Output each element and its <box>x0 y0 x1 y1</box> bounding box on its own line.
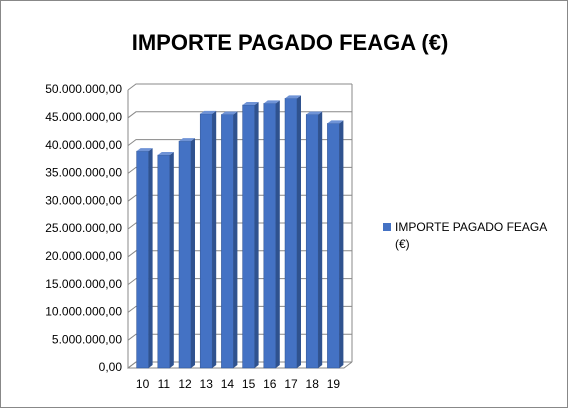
x-tick-label: 15 <box>242 377 256 391</box>
bar-top <box>200 110 217 114</box>
axis-wall <box>127 90 137 369</box>
bar-side <box>169 152 174 368</box>
bar-side <box>233 111 238 369</box>
bar-front <box>284 98 298 369</box>
y-tick-label: 30.000.000,00 <box>45 193 122 207</box>
bar-front <box>178 140 192 369</box>
bar <box>136 148 153 369</box>
bar-front <box>242 104 255 369</box>
y-tick-label: 35.000.000,00 <box>45 166 122 180</box>
bar-side <box>254 102 259 369</box>
bar-front <box>263 103 277 369</box>
y-tick-label: 45.000.000,00 <box>45 110 122 124</box>
bar-top <box>136 148 153 152</box>
bar-top <box>327 120 344 124</box>
grid-line <box>127 333 352 341</box>
x-tick-label: 11 <box>158 377 171 391</box>
bar-top <box>285 95 301 99</box>
bar <box>242 102 259 369</box>
grid-line <box>127 83 352 91</box>
bar-side <box>148 148 153 368</box>
bar <box>284 95 301 369</box>
grid-line <box>127 139 352 147</box>
grid-line <box>127 278 352 286</box>
bar <box>221 111 238 369</box>
bar-front <box>221 114 234 369</box>
y-tick-label: 10.000.000,00 <box>45 305 122 319</box>
grid-line <box>127 250 352 258</box>
y-tick-label: 5.000.000,00 <box>52 332 122 346</box>
bar <box>305 111 323 369</box>
bar-front <box>136 150 149 369</box>
y-tick-label: 40.000.000,00 <box>45 138 122 152</box>
legend-swatch <box>383 223 391 231</box>
bar-side <box>297 95 301 368</box>
x-tick-label: 17 <box>284 377 298 391</box>
grid-line <box>127 166 352 174</box>
grid-line <box>127 305 352 313</box>
bar <box>178 138 195 369</box>
y-tick-label: 0,00 <box>99 360 123 374</box>
bar <box>157 152 174 369</box>
bar-side <box>275 100 280 369</box>
bar-side <box>212 110 217 369</box>
x-tick-label: 12 <box>178 377 192 391</box>
x-tick-label: 19 <box>327 377 341 391</box>
bar-top <box>263 100 280 104</box>
bar-front <box>157 154 171 369</box>
y-tick-label: 50.000.000,00 <box>45 82 122 96</box>
bar-front <box>199 113 213 369</box>
bar-side <box>191 138 195 368</box>
bar-front <box>305 114 319 369</box>
x-tick-label: 10 <box>136 377 150 391</box>
legend-label: IMPORTE PAGADO FEAGA (€) <box>395 220 547 251</box>
grid-line <box>127 361 352 369</box>
chart-title: IMPORTE PAGADO FEAGA (€) <box>132 30 449 55</box>
bar-top <box>221 111 238 115</box>
x-tick-label: 16 <box>263 377 277 391</box>
bar <box>263 100 280 369</box>
bar-front <box>327 123 340 369</box>
bar-side <box>339 120 344 368</box>
grid-line <box>127 222 352 230</box>
bar <box>327 120 344 369</box>
bar-top <box>306 111 323 115</box>
x-tick-label: 13 <box>200 377 214 391</box>
x-tick-label: 18 <box>306 377 320 391</box>
grid-line <box>127 111 352 119</box>
x-tick-label: 14 <box>221 377 235 391</box>
bar <box>199 110 217 369</box>
y-tick-label: 15.000.000,00 <box>45 277 122 291</box>
y-tick-label: 20.000.000,00 <box>45 249 122 263</box>
bar-top <box>242 102 259 106</box>
grid-line <box>127 194 352 202</box>
bar-top <box>157 152 174 156</box>
bar-side <box>318 111 323 369</box>
bar-top <box>179 138 195 142</box>
legend: IMPORTE PAGADO FEAGA (€) <box>383 219 563 253</box>
y-tick-label: 25.000.000,00 <box>45 221 122 235</box>
